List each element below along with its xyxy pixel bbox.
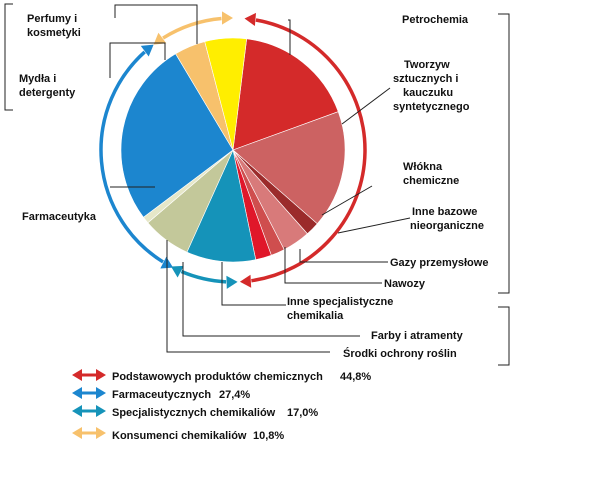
legend-arrow-head-right-icon xyxy=(96,387,106,399)
label-inne-spec-1: Inne specjalistyczne xyxy=(287,296,393,308)
legend-label: Specjalistycznych chemikaliów xyxy=(112,407,276,419)
slice-perfumy-i-kosmetyki xyxy=(204,37,247,151)
legend-arrow-head-right-icon xyxy=(96,427,106,439)
label-farmaceutyka: Farmaceutyka xyxy=(22,211,97,223)
label-perfumy-1: Perfumy i xyxy=(27,13,77,25)
label-inne-spec-2: chemikalia xyxy=(287,310,344,322)
label-perfumy-2: kosmetyki xyxy=(27,27,81,39)
legend-arrow-icon xyxy=(72,427,106,439)
label-inne-bazowe-2: nieorganiczne xyxy=(410,220,484,232)
arc-farmaceutyczne xyxy=(99,50,164,264)
legend-arrow-head-right-icon xyxy=(96,405,106,417)
label-mydla-1: Mydła i xyxy=(19,73,56,85)
legend-arrow-head-right-icon xyxy=(96,369,106,381)
label-nawozy: Nawozy xyxy=(384,278,426,290)
legend-arrow-head-left-icon xyxy=(72,387,82,399)
slice-petrochemia xyxy=(232,38,339,151)
legend-label: Podstawowych produktów chemicznych xyxy=(112,371,323,383)
arc-specjalistyczne xyxy=(180,269,227,284)
label-tworzyw-3: kauczuku xyxy=(403,87,453,99)
label-tworzyw-2: sztucznych i xyxy=(393,73,458,85)
legend-value: 27,4% xyxy=(219,389,250,401)
legend-item-farmaceutyczne: Farmaceutycznych 27,4% xyxy=(72,387,250,401)
label-mydla-2: detergenty xyxy=(19,87,76,99)
leader-lines xyxy=(109,4,411,353)
legend-arrow-head-left-icon xyxy=(72,427,82,439)
legend-label: Farmaceutycznych xyxy=(112,389,211,401)
legend-arrow-icon xyxy=(72,369,106,381)
pie-slices xyxy=(120,37,346,263)
label-wlokna-2: chemiczne xyxy=(403,175,459,187)
arc-konsumenci-head-end-icon xyxy=(222,11,233,25)
legend-value: 44,8% xyxy=(340,371,371,383)
arc-specjalistyczne-head-start-icon xyxy=(226,275,238,289)
slice-farmaceutyka xyxy=(120,53,234,218)
legend-label: Konsumenci chemikaliów xyxy=(112,430,247,442)
legend-item-konsumenci: Konsumenci chemikaliów 10,8% xyxy=(72,427,284,442)
legend-arrow-head-left-icon xyxy=(72,369,82,381)
slice-tworzyw-sztucznych-i-kauczuku-syntetycznego xyxy=(232,111,346,225)
label-wlokna-1: Włókna xyxy=(403,161,443,173)
legend-value: 10,8% xyxy=(253,430,284,442)
legend-item-podstawowe: Podstawowych produktów chemicznych 44,8% xyxy=(72,369,371,383)
arc-konsumenci-head-start-icon xyxy=(153,32,167,45)
legend-value: 17,0% xyxy=(287,407,318,419)
arc-specjalistyczne-head-end-icon xyxy=(171,265,184,278)
label-tworzyw-4: syntetycznego xyxy=(393,101,470,113)
slice-labels: Petrochemia Tworzyw sztucznych i kauczuk… xyxy=(19,13,488,360)
legend-item-specjalistyczne: Specjalistycznych chemikaliów 17,0% xyxy=(72,405,318,419)
label-gazy: Gazy przemysłowe xyxy=(390,257,488,269)
arc-konsumenci xyxy=(162,16,222,40)
group-brackets xyxy=(4,3,510,366)
arc-farmaceutyczne-head-end-icon xyxy=(140,44,154,57)
label-tworzyw-1: Tworzyw xyxy=(404,59,450,71)
label-srodki: Środki ochrony roślin xyxy=(343,347,457,360)
legend: Podstawowych produktów chemicznych 44,8%… xyxy=(72,369,371,442)
legend-arrow-icon xyxy=(72,405,106,417)
arc-podstawowe-head-end-icon xyxy=(239,274,252,288)
legend-arrow-icon xyxy=(72,387,106,399)
label-inne-bazowe-1: Inne bazowe xyxy=(412,206,477,218)
label-petrochemia: Petrochemia xyxy=(402,14,469,26)
label-farby: Farby i atramenty xyxy=(371,330,464,342)
legend-arrow-head-left-icon xyxy=(72,405,82,417)
arc-podstawowe-head-start-icon xyxy=(244,12,256,26)
